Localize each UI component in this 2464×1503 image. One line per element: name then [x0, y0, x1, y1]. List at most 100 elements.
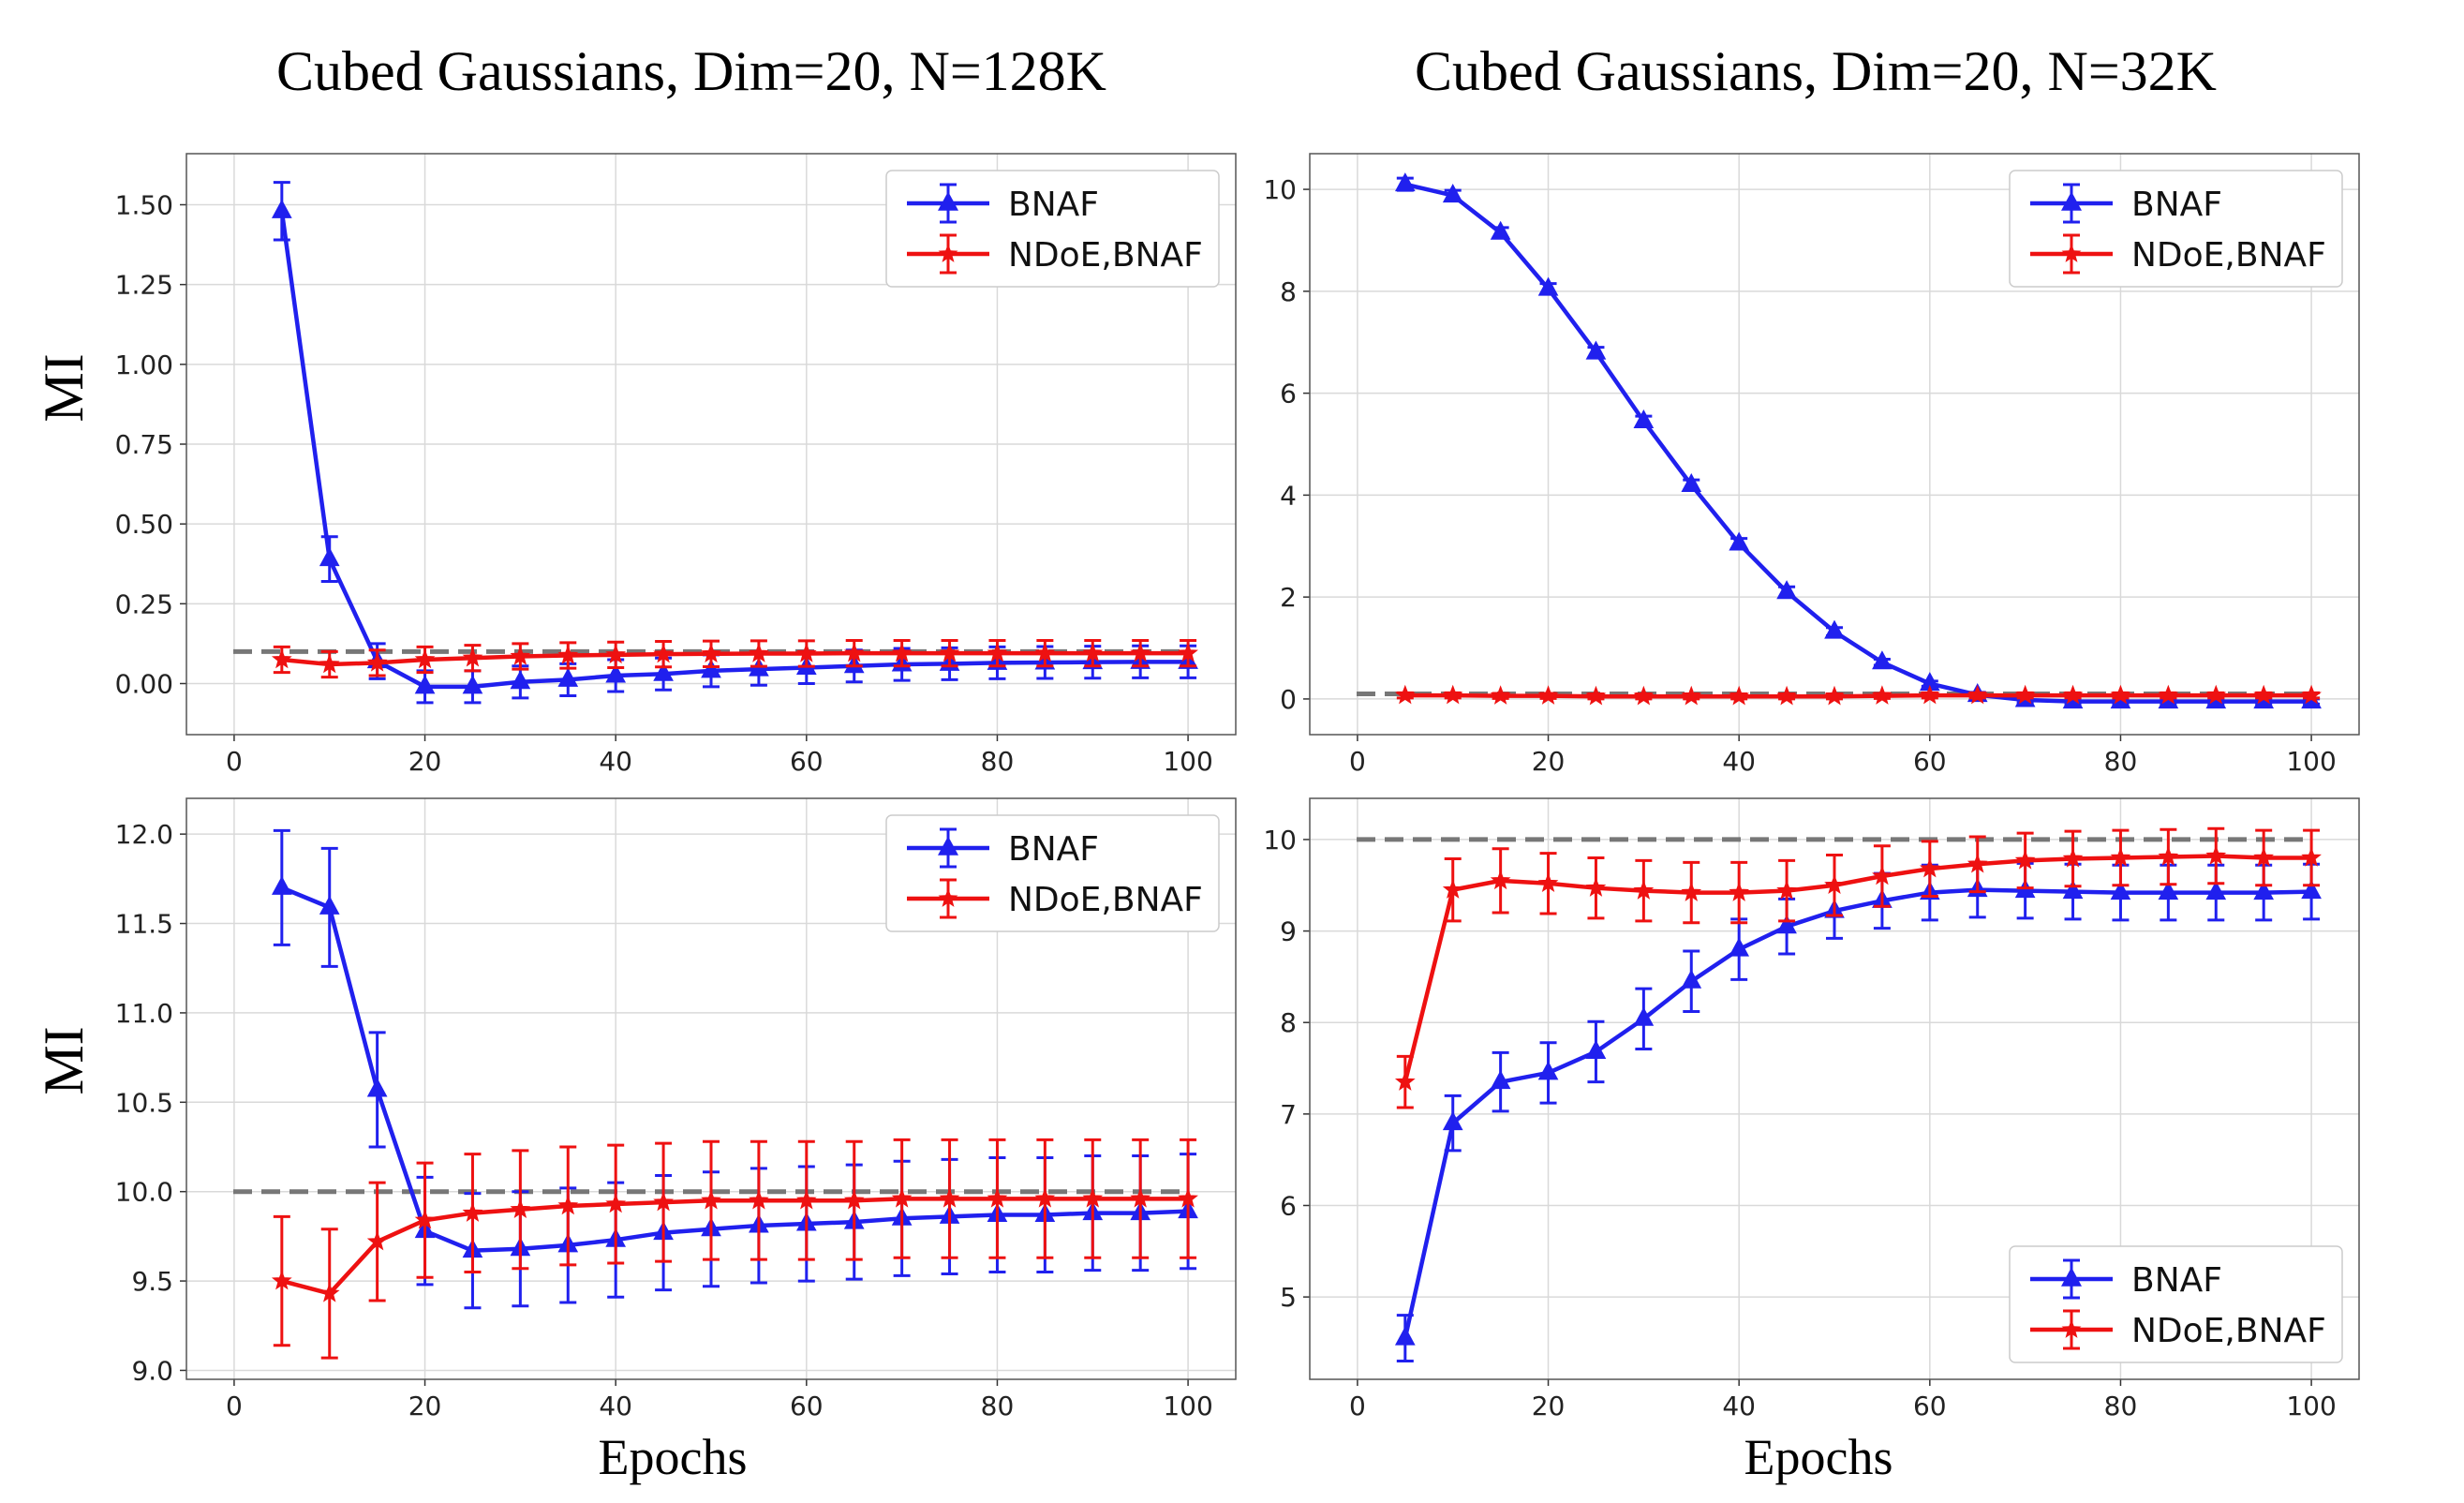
- data-point: [1776, 915, 1797, 934]
- col-title-left: Cubed Gaussians, Dim=20, N=128K: [276, 40, 1106, 102]
- series-line: [1404, 692, 2312, 699]
- y-tick-label: 9.5: [131, 1266, 173, 1297]
- y-tick-label: 11.5: [115, 909, 173, 940]
- data-point: [414, 648, 436, 669]
- data-point: [1394, 684, 1416, 705]
- data-point: [987, 1187, 1008, 1208]
- y-tick-label: 1.00: [115, 350, 173, 380]
- legend-swatch-marker: [2061, 1267, 2082, 1287]
- x-tick-label: 20: [408, 1391, 442, 1421]
- data-point: [462, 1202, 483, 1222]
- y-tick-label: 0.00: [115, 668, 173, 699]
- data-point: [1776, 580, 1797, 600]
- data-point: [2062, 848, 2084, 868]
- x-axis-label-right: Epochs: [1744, 1429, 1893, 1485]
- legend-label-ndoe-bnaf: NDoE,BNAF: [2131, 1312, 2326, 1350]
- data-point: [1178, 1187, 1198, 1208]
- data-point: [271, 648, 292, 669]
- data-point: [2110, 881, 2131, 900]
- data-point: [1082, 642, 1104, 662]
- data-point: [271, 875, 292, 895]
- data-point: [319, 547, 340, 567]
- series-ndoe-bnaf: [1394, 826, 2322, 1109]
- data-point: [1681, 969, 1702, 989]
- data-point: [1034, 1187, 1056, 1208]
- data-point: [1394, 172, 1416, 192]
- x-tick-label: 100: [2286, 746, 2336, 777]
- axes-frame: [186, 153, 1237, 736]
- series-line: [1403, 887, 2312, 1339]
- data-point: [1729, 531, 1750, 551]
- y-tick-label: 0.75: [115, 429, 173, 460]
- data-point: [939, 642, 960, 662]
- data-point: [2205, 881, 2227, 900]
- data-point: [414, 675, 436, 694]
- data-point: [1824, 685, 1845, 706]
- legend-swatch-marker: [938, 888, 958, 907]
- series-ndoe-bnaf: [1394, 684, 2322, 706]
- x-tick-label: 80: [981, 746, 1015, 777]
- data-point: [1537, 685, 1559, 705]
- data-point: [510, 670, 531, 690]
- data-point: [1872, 865, 1893, 885]
- data-point: [319, 895, 340, 915]
- x-tick-label: 80: [981, 1391, 1015, 1421]
- data-point: [366, 1078, 388, 1097]
- series-line: [281, 650, 1189, 667]
- data-point: [1681, 882, 1702, 901]
- data-point: [366, 1230, 388, 1251]
- data-point: [2158, 881, 2179, 900]
- data-point: [271, 199, 292, 218]
- x-tick-label: 0: [226, 746, 243, 777]
- data-point: [1824, 619, 1845, 639]
- data-point: [891, 642, 913, 662]
- data-point: [1537, 872, 1559, 893]
- data-point: [1490, 685, 1511, 705]
- y-tick-label: 11.0: [115, 998, 173, 1029]
- legend-label-ndoe-bnaf: NDoE,BNAF: [1008, 881, 1203, 919]
- data-point: [1633, 409, 1655, 429]
- x-tick-label: 80: [2104, 1391, 2138, 1421]
- data-point: [605, 663, 627, 683]
- legend-swatch-marker: [2061, 1319, 2082, 1338]
- legend: BNAF NDoE,BNAF: [2009, 170, 2343, 288]
- data-point: [319, 1283, 340, 1302]
- x-tick-label: 0: [1349, 746, 1366, 777]
- series-line: [281, 1197, 1189, 1296]
- data-point: [1394, 1326, 1416, 1346]
- data-point: [1442, 1111, 1463, 1131]
- data-point: [843, 642, 865, 662]
- data-point: [2014, 684, 2036, 705]
- y-tick-label: 5: [1280, 1282, 1297, 1313]
- data-point: [1872, 685, 1893, 705]
- y-tick-label: 9.0: [131, 1355, 173, 1386]
- y-tick-label: 0.25: [115, 588, 173, 619]
- legend-label-ndoe-bnaf: NDoE,BNAF: [2131, 236, 2326, 275]
- data-point: [653, 1191, 674, 1212]
- data-point: [1130, 642, 1151, 662]
- y-tick-label: 9: [1280, 916, 1297, 947]
- y-tick-label: 6: [1280, 379, 1297, 409]
- data-point: [605, 1193, 627, 1213]
- data-point: [1633, 685, 1655, 706]
- series-line: [279, 211, 1189, 690]
- y-tick-label: 0: [1280, 684, 1297, 715]
- series-ndoe-bnaf: [271, 639, 1198, 679]
- data-point: [1633, 880, 1655, 900]
- data-point: [1130, 1187, 1151, 1208]
- legend-box: [2009, 170, 2343, 288]
- x-tick-label: 40: [1722, 746, 1756, 777]
- data-point: [2205, 684, 2227, 705]
- data-point: [653, 643, 674, 663]
- data-point: [557, 667, 579, 687]
- data-point: [891, 1187, 913, 1208]
- subplot-bottom-right: 0 20 40 60 80 100 5 6 7 8 9 10 BNAF NDoE,BNAF: [1263, 797, 2360, 1421]
- subplot-top-left: 0 20 40 60 80 100 0.00 0.25 0.50 0.75 1.00 1.25 1.50…: [115, 153, 1237, 777]
- series-line: [1404, 182, 2312, 704]
- data-point: [749, 1189, 769, 1210]
- legend-swatch-marker: [938, 244, 958, 262]
- y-tick-label: 10.5: [115, 1087, 173, 1118]
- legend: BNAF NDoE,BNAF: [885, 170, 1220, 288]
- data-point: [1967, 853, 1988, 873]
